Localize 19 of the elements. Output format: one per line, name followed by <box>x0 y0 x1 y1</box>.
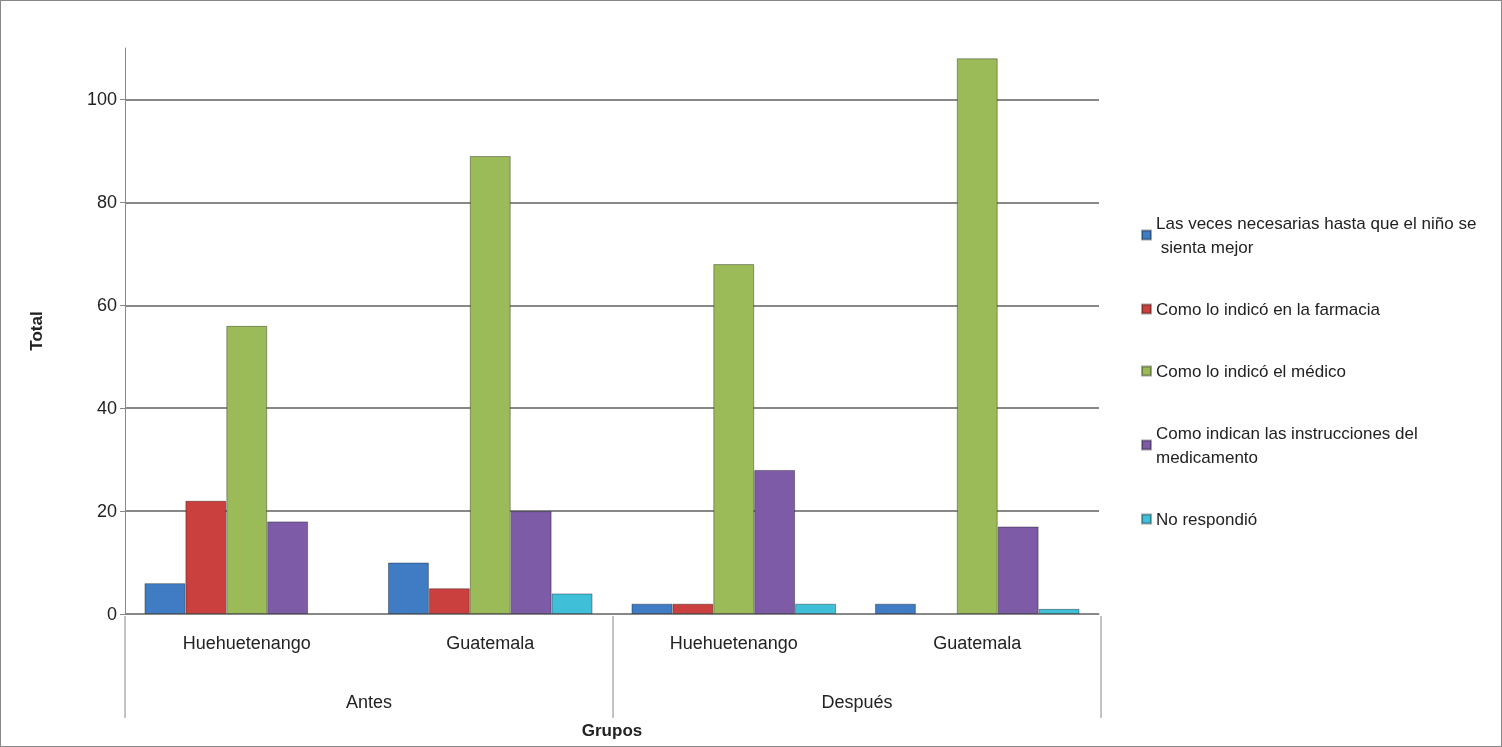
legend-label: Las veces necesarias hasta que el niño se sienta mejor <box>1156 213 1477 257</box>
x-tick-label: Guatemala <box>446 633 536 653</box>
y-tick-label: 60 <box>96 295 117 316</box>
x-tick-label: Huehuetenango <box>182 633 311 653</box>
x-axis-title: Grupos <box>581 721 643 740</box>
x-tick-label: Guatemala <box>933 633 1023 653</box>
legend-label: Como lo indicó el médico <box>1156 361 1346 381</box>
y-tick-label: 0 <box>106 604 117 624</box>
x-tick-label: Huehuetenango <box>669 633 798 653</box>
text: Antes <box>345 692 393 712</box>
text: Después <box>821 692 893 712</box>
legend-label: Como indican las instrucciones del medicamento <box>1156 423 1423 467</box>
y-axis-title: Total <box>27 311 46 351</box>
legend-label: No respondió <box>1156 509 1258 529</box>
legend-label: Como lo indicó en la farmacia <box>1156 299 1381 319</box>
y-tick-label: 20 <box>96 501 117 522</box>
y-tick-label: 100 <box>86 89 117 110</box>
y-tick-label: 40 <box>96 398 117 419</box>
y-tick-label: 80 <box>96 192 117 213</box>
